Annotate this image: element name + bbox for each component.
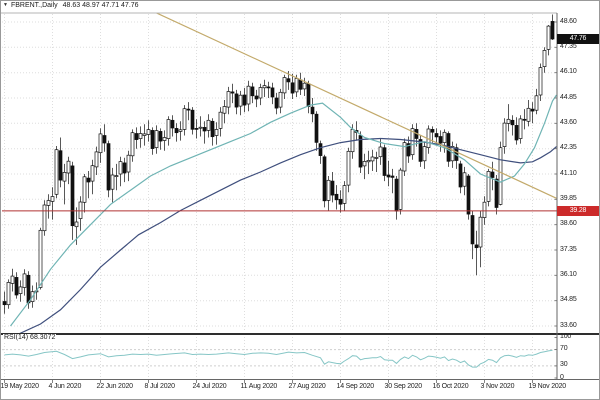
- rsi-indicator-label: RSI(14) 68.3072: [3, 334, 57, 341]
- rsi-tick-label: 30: [560, 361, 568, 369]
- date-tick-label: 19 May 2020: [0, 382, 39, 390]
- price-tick-label: 48.60: [560, 17, 577, 25]
- rsi-tick-label: 0: [560, 373, 564, 381]
- date-tick-label: 4 Jun 2020: [48, 382, 82, 390]
- price-tick-label: 34.85: [560, 296, 577, 304]
- date-tick-label: 27 Aug 2020: [288, 382, 326, 390]
- price-tick-label: 47.35: [560, 42, 577, 50]
- current-price-badge: 47.76: [557, 34, 599, 45]
- date-tick-label: 3 Nov 2020: [480, 382, 515, 390]
- price-tick-label: 38.60: [560, 220, 577, 228]
- date-tick-label: 19 Nov 2020: [528, 382, 567, 390]
- candle-series: [2, 14, 555, 314]
- date-tick-label: 8 Jul 2020: [144, 382, 176, 390]
- price-tick-label: 46.10: [560, 68, 577, 76]
- price-tick-label: 39.85: [560, 194, 577, 202]
- price-tick-label: 33.60: [560, 321, 577, 329]
- rsi-tick-label: 100: [560, 333, 572, 340]
- descending-trendline: [155, 13, 557, 199]
- rsi-line: [4, 349, 553, 368]
- date-tick-label: 16 Oct 2020: [432, 382, 469, 390]
- symbol-period-label: FBRENT.,Daily: [10, 2, 58, 9]
- collapse-arrow-icon[interactable]: ▼: [3, 2, 8, 8]
- price-tick-label: 37.35: [560, 245, 577, 253]
- date-tick-label: 11 Aug 2020: [240, 382, 278, 390]
- price-tick-label: 36.10: [560, 270, 577, 278]
- rsi-tick-label: 70: [560, 345, 568, 353]
- date-tick-label: 22 Jun 2020: [96, 382, 134, 390]
- price-tick-label: 41.10: [560, 169, 577, 177]
- chart-title: ▼ FBRENT.,Daily 48.63 48.97 47.71 47.76: [3, 2, 139, 9]
- date-tick-label: 24 Jul 2020: [192, 382, 227, 390]
- price-tick-label: 44.85: [560, 93, 577, 101]
- date-tick-label: 14 Sep 2020: [336, 382, 375, 390]
- hline-price-badge: 39.28: [557, 205, 599, 216]
- pane-separator: [0, 333, 600, 335]
- ma-fast-line: [10, 94, 557, 327]
- price-tick-label: 43.60: [560, 118, 577, 126]
- ma-slow-line: [19, 137, 557, 333]
- price-tick-label: 42.35: [560, 144, 577, 152]
- ohlc-values: 48.63 48.97 47.71 47.76: [62, 2, 139, 9]
- date-tick-label: 30 Sep 2020: [384, 382, 423, 390]
